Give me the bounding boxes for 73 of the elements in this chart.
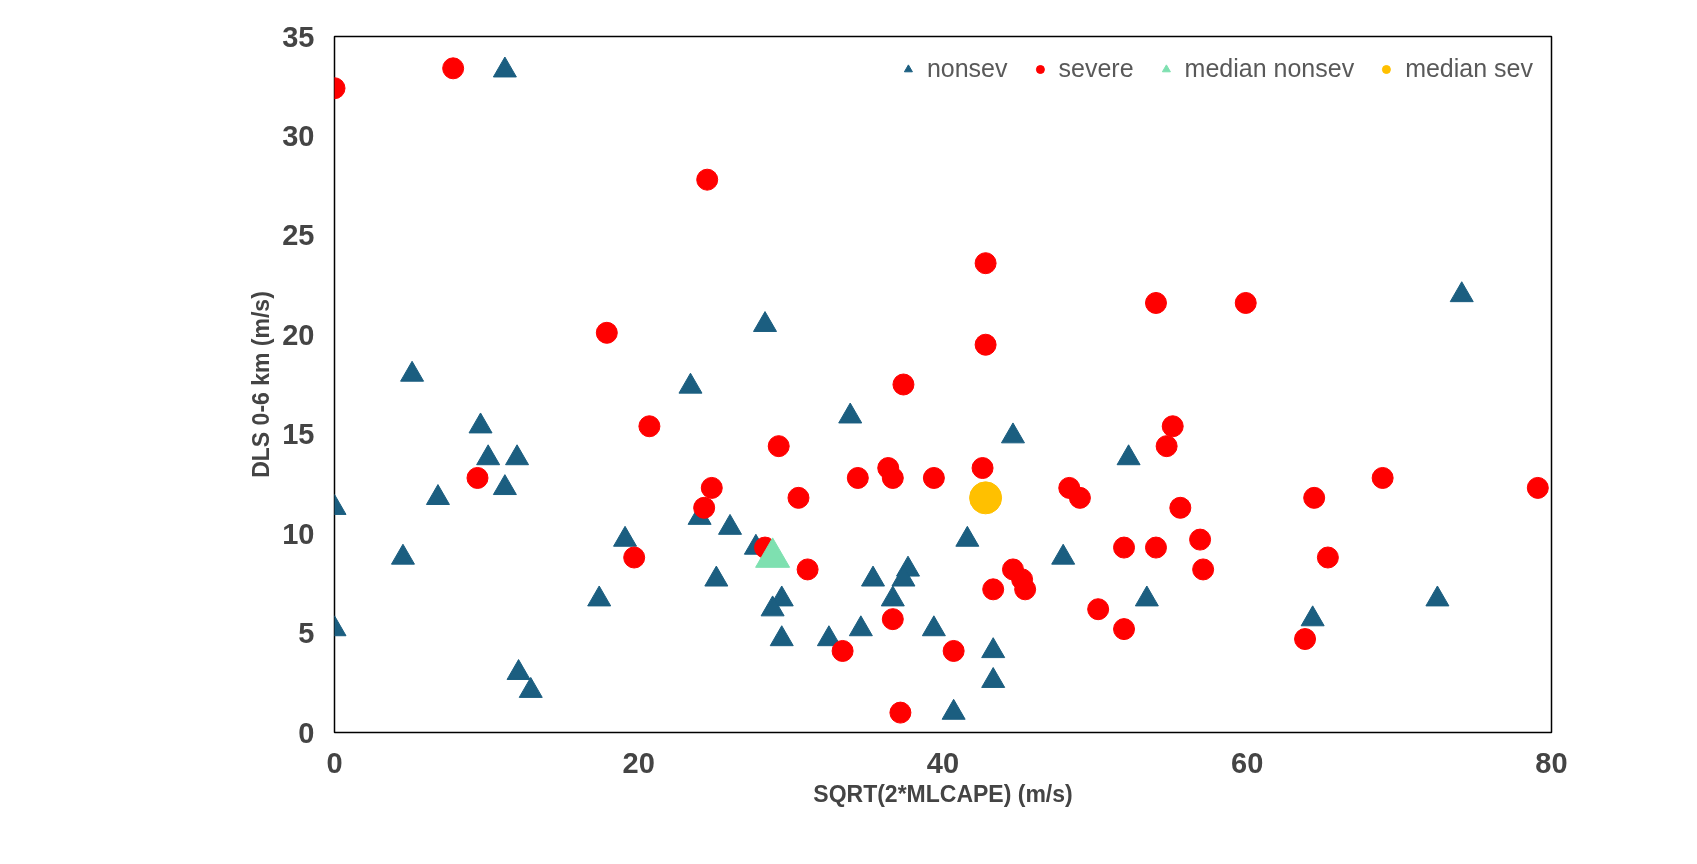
point	[955, 525, 980, 547]
point	[476, 444, 501, 466]
point	[922, 466, 945, 489]
point	[881, 466, 904, 489]
y-tick-label: 15	[282, 418, 315, 451]
point	[506, 659, 531, 680]
point	[816, 625, 841, 647]
point	[595, 321, 618, 344]
point	[1155, 435, 1178, 458]
point	[1116, 444, 1141, 466]
point	[974, 252, 997, 275]
point	[1134, 585, 1159, 607]
point	[971, 457, 994, 479]
point	[767, 435, 790, 458]
point	[718, 513, 743, 535]
point	[468, 412, 493, 434]
y-tick-label: 20	[282, 318, 315, 351]
point	[861, 565, 886, 587]
point	[974, 333, 997, 356]
point	[1000, 422, 1025, 444]
point	[1234, 291, 1257, 314]
point	[425, 484, 450, 505]
point	[505, 444, 530, 466]
x-tick-label: 80	[1535, 746, 1568, 779]
point	[613, 525, 638, 547]
y-axis-title: DLS 0-6 km (m/s)	[248, 291, 275, 478]
legend-label: nonsev	[926, 54, 1008, 83]
point	[981, 667, 1006, 688]
point	[1425, 585, 1450, 607]
point	[704, 565, 729, 587]
point	[769, 625, 794, 647]
y-tick-label: 25	[282, 219, 315, 252]
x-tick-label: 20	[622, 746, 655, 779]
point	[921, 615, 946, 637]
point	[638, 415, 661, 438]
point	[587, 585, 612, 607]
point	[1371, 466, 1394, 489]
point	[941, 698, 966, 720]
point	[1068, 486, 1091, 509]
point	[1051, 543, 1076, 565]
point	[848, 615, 873, 637]
point	[1169, 496, 1192, 519]
y-tick-label: 0	[298, 716, 315, 749]
point	[1526, 476, 1549, 499]
point	[1161, 415, 1184, 438]
x-tick-label: 0	[326, 746, 343, 779]
point	[693, 496, 716, 519]
point	[787, 486, 810, 509]
point	[760, 595, 785, 617]
legend-label: median nonsev	[1184, 54, 1355, 83]
point	[1300, 605, 1325, 627]
point	[492, 474, 517, 496]
point	[696, 168, 719, 191]
point	[981, 637, 1006, 659]
point	[518, 676, 543, 698]
point	[390, 543, 415, 565]
point	[442, 57, 465, 80]
y-tick-label: 10	[282, 517, 315, 550]
point	[892, 373, 915, 396]
point	[466, 466, 489, 489]
point	[880, 585, 905, 607]
point	[1303, 486, 1326, 509]
y-tick-label: 30	[282, 119, 315, 152]
point	[1144, 291, 1167, 314]
point	[700, 476, 723, 499]
point	[846, 466, 869, 489]
y-tick-label: 35	[282, 20, 315, 53]
x-tick-label: 60	[1231, 746, 1264, 779]
x-tick-label: 40	[926, 746, 960, 779]
x-axis-title: SQRT(2*MLCAPE) (m/s)	[813, 780, 1073, 807]
y-tick-label: 5	[298, 617, 315, 650]
legend-label: median sev	[1405, 54, 1533, 83]
legend-label: severe	[1058, 54, 1134, 83]
